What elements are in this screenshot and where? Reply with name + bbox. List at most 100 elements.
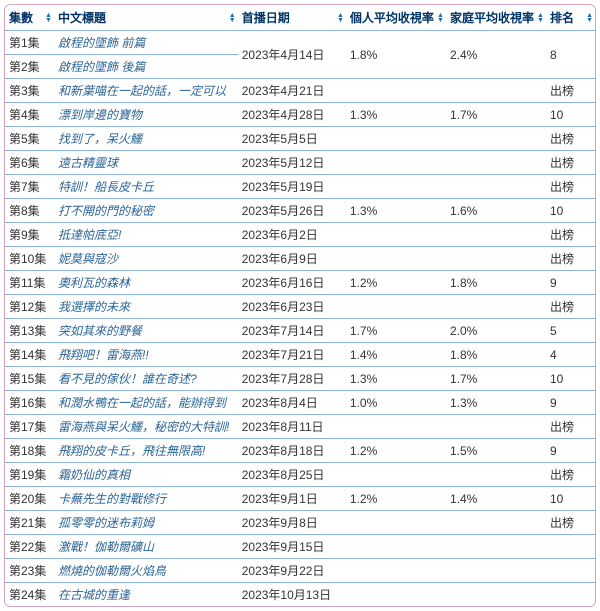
cell-date: 2023年8月11日 <box>238 415 346 439</box>
col-header-episode[interactable]: 集數▲▼ <box>5 5 54 31</box>
cell-date: 2023年9月15日 <box>238 535 346 559</box>
cell-date: 2023年4月28日 <box>238 103 346 127</box>
cell-title: 和潤水鴨在一起的話，能辦得到 <box>54 391 238 415</box>
cell-title: 在古城的重逢 <box>54 583 238 607</box>
cell-rank: 出榜 <box>546 295 595 319</box>
episode-title-link[interactable]: 啟程的墜飾 前篇 <box>58 36 145 50</box>
cell-individual <box>346 583 446 607</box>
episode-title-link[interactable]: 妮莫與寇沙 <box>58 252 118 266</box>
col-header-individual[interactable]: 個人平均收視率▲▼ <box>346 5 446 31</box>
cell-episode: 第20集 <box>5 487 54 511</box>
cell-date: 2023年5月5日 <box>238 127 346 151</box>
table-header-row: 集數▲▼ 中文標題▲▼ 首播日期▲▼ 個人平均收視率▲▼ 家庭平均收視率▲▼ 排… <box>5 5 595 31</box>
cell-date: 2023年9月1日 <box>238 487 346 511</box>
cell-title: 妮莫與寇沙 <box>54 247 238 271</box>
cell-title: 激戰！伽勒爾礦山 <box>54 535 238 559</box>
cell-family <box>446 223 546 247</box>
episode-title-link[interactable]: 突如其來的野餐 <box>58 324 142 338</box>
episode-title-link[interactable]: 奧利瓦的森林 <box>58 276 130 290</box>
cell-rank: 4 <box>546 343 595 367</box>
episode-title-link[interactable]: 激戰！伽勒爾礦山 <box>58 540 154 554</box>
cell-title: 遠古精靈球 <box>54 151 238 175</box>
cell-individual: 1.2% <box>346 271 446 295</box>
cell-family <box>446 295 546 319</box>
cell-title: 我選擇的未來 <box>54 295 238 319</box>
episode-title-link[interactable]: 打不開的門的秘密 <box>58 204 154 218</box>
episode-title-link[interactable]: 啟程的墜飾 後篇 <box>58 60 145 74</box>
episode-title-link[interactable]: 在古城的重逢 <box>58 588 130 602</box>
table-row: 第7集特訓！船長皮卡丘2023年5月19日出榜 <box>5 175 595 199</box>
cell-family <box>446 559 546 583</box>
cell-episode: 第3集 <box>5 79 54 103</box>
cell-date: 2023年9月8日 <box>238 511 346 535</box>
cell-individual <box>346 151 446 175</box>
cell-individual: 1.4% <box>346 343 446 367</box>
cell-episode: 第4集 <box>5 103 54 127</box>
col-header-date[interactable]: 首播日期▲▼ <box>238 5 346 31</box>
cell-rank: 9 <box>546 391 595 415</box>
cell-episode: 第12集 <box>5 295 54 319</box>
cell-family <box>446 463 546 487</box>
table-row: 第4集漂到岸邊的寶物2023年4月28日1.3%1.7%10 <box>5 103 595 127</box>
episode-title-link[interactable]: 霜奶仙的真相 <box>58 468 130 482</box>
cell-title: 特訓！船長皮卡丘 <box>54 175 238 199</box>
episode-title-link[interactable]: 抵達帕底亞! <box>58 228 121 242</box>
cell-individual: 1.8% <box>346 31 446 79</box>
episode-title-link[interactable]: 卡蕪先生的對戰修行 <box>58 492 166 506</box>
cell-individual: 1.0% <box>346 391 446 415</box>
episode-title-link[interactable]: 和潤水鴨在一起的話，能辦得到 <box>58 396 226 410</box>
table-row: 第20集卡蕪先生的對戰修行2023年9月1日1.2%1.4%10 <box>5 487 595 511</box>
sort-icon[interactable]: ▲▼ <box>45 13 52 23</box>
cell-family: 1.7% <box>446 103 546 127</box>
episode-title-link[interactable]: 飛翔吧！雷海燕!! <box>58 348 149 362</box>
cell-date: 2023年8月4日 <box>238 391 346 415</box>
table-row: 第16集和潤水鴨在一起的話，能辦得到2023年8月4日1.0%1.3%9 <box>5 391 595 415</box>
col-header-rank[interactable]: 排名▲▼ <box>546 5 595 31</box>
cell-date: 2023年10月13日 <box>238 583 346 607</box>
sort-icon[interactable]: ▲▼ <box>537 13 544 23</box>
episode-title-link[interactable]: 孤零零的迷布莉姆 <box>58 516 154 530</box>
episode-title-link[interactable]: 和新葉喵在一起的話，一定可以 <box>58 84 226 98</box>
cell-episode: 第5集 <box>5 127 54 151</box>
episode-title-link[interactable]: 遠古精靈球 <box>58 156 118 170</box>
cell-individual: 1.3% <box>346 367 446 391</box>
sort-icon[interactable]: ▲▼ <box>337 13 344 23</box>
episode-title-link[interactable]: 找到了，呆火鱷 <box>58 132 142 146</box>
table-row: 第1集啟程的墜飾 前篇2023年4月14日1.8%2.4%8 <box>5 31 595 55</box>
cell-individual <box>346 535 446 559</box>
cell-family: 2.4% <box>446 31 546 79</box>
cell-date: 2023年4月21日 <box>238 79 346 103</box>
table-row: 第24集在古城的重逢2023年10月13日 <box>5 583 595 607</box>
table-row: 第21集孤零零的迷布莉姆2023年9月8日出榜 <box>5 511 595 535</box>
episode-title-link[interactable]: 飛翔的皮卡丘，飛往無限高! <box>58 444 205 458</box>
cell-family: 1.8% <box>446 271 546 295</box>
cell-date: 2023年6月16日 <box>238 271 346 295</box>
cell-title: 突如其來的野餐 <box>54 319 238 343</box>
sort-icon[interactable]: ▲▼ <box>437 13 444 23</box>
sort-icon[interactable]: ▲▼ <box>229 13 236 23</box>
cell-title: 找到了，呆火鱷 <box>54 127 238 151</box>
col-header-title[interactable]: 中文標題▲▼ <box>54 5 238 31</box>
episode-title-link[interactable]: 我選擇的未來 <box>58 300 130 314</box>
episode-title-link[interactable]: 雷海燕與呆火鱷，秘密的大特訓! <box>58 420 229 434</box>
episode-title-link[interactable]: 看不見的傢伙！誰在奇述? <box>58 372 197 386</box>
cell-family: 1.3% <box>446 391 546 415</box>
cell-title: 霜奶仙的真相 <box>54 463 238 487</box>
cell-family: 2.0% <box>446 319 546 343</box>
cell-rank <box>546 535 595 559</box>
cell-rank: 9 <box>546 439 595 463</box>
episode-title-link[interactable]: 燃燒的伽勒爾火焰鳥 <box>58 564 166 578</box>
col-header-family[interactable]: 家庭平均收視率▲▼ <box>446 5 546 31</box>
episode-title-link[interactable]: 特訓！船長皮卡丘 <box>58 180 154 194</box>
episode-title-link[interactable]: 漂到岸邊的寶物 <box>58 108 142 122</box>
table-row: 第17集雷海燕與呆火鱷，秘密的大特訓!2023年8月11日出榜 <box>5 415 595 439</box>
cell-episode: 第22集 <box>5 535 54 559</box>
cell-title: 看不見的傢伙！誰在奇述? <box>54 367 238 391</box>
cell-episode: 第15集 <box>5 367 54 391</box>
cell-rank: 出榜 <box>546 175 595 199</box>
cell-rank: 出榜 <box>546 463 595 487</box>
cell-individual: 1.3% <box>346 199 446 223</box>
table-row: 第10集妮莫與寇沙2023年6月9日出榜 <box>5 247 595 271</box>
sort-icon[interactable]: ▲▼ <box>586 13 593 23</box>
cell-family <box>446 535 546 559</box>
